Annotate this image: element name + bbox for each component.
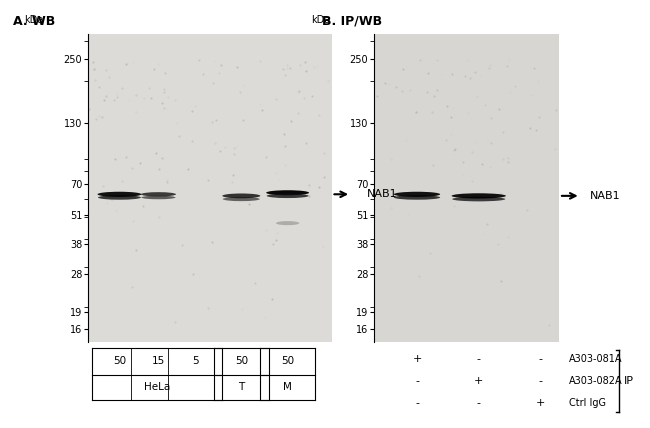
Ellipse shape [394, 195, 440, 200]
Text: +: + [474, 376, 484, 386]
Ellipse shape [98, 195, 141, 200]
Ellipse shape [142, 196, 176, 199]
Text: T: T [238, 382, 244, 392]
Text: +: + [412, 354, 422, 364]
Text: 50: 50 [113, 356, 126, 366]
Text: NAB1: NAB1 [367, 189, 398, 199]
Text: -: - [538, 376, 543, 386]
Text: 50: 50 [281, 356, 294, 366]
Ellipse shape [452, 193, 506, 199]
Text: A303-082A: A303-082A [569, 376, 622, 386]
Text: IP: IP [624, 376, 634, 386]
Ellipse shape [394, 192, 440, 197]
Text: 15: 15 [152, 356, 165, 366]
Ellipse shape [266, 190, 309, 195]
Text: A. WB: A. WB [13, 15, 55, 28]
Text: M: M [283, 382, 292, 392]
Text: +: + [536, 398, 545, 408]
Text: -: - [538, 354, 543, 364]
Text: -: - [415, 376, 419, 386]
Text: -: - [476, 354, 481, 364]
Ellipse shape [266, 194, 309, 198]
Text: NAB1: NAB1 [590, 191, 621, 201]
Text: kDa: kDa [25, 15, 44, 25]
Text: HeLa: HeLa [144, 382, 170, 392]
Ellipse shape [223, 197, 260, 201]
Ellipse shape [276, 221, 299, 225]
Text: Ctrl IgG: Ctrl IgG [569, 398, 606, 408]
Text: 50: 50 [235, 356, 248, 366]
Text: 5: 5 [192, 356, 198, 366]
Text: B. IP/WB: B. IP/WB [322, 15, 382, 28]
Text: kDa: kDa [311, 15, 330, 25]
Text: A303-081A: A303-081A [569, 354, 622, 364]
Ellipse shape [452, 197, 505, 201]
Ellipse shape [98, 192, 142, 197]
Ellipse shape [141, 192, 176, 196]
Text: -: - [476, 398, 481, 408]
Text: -: - [415, 398, 419, 408]
Ellipse shape [222, 193, 260, 198]
